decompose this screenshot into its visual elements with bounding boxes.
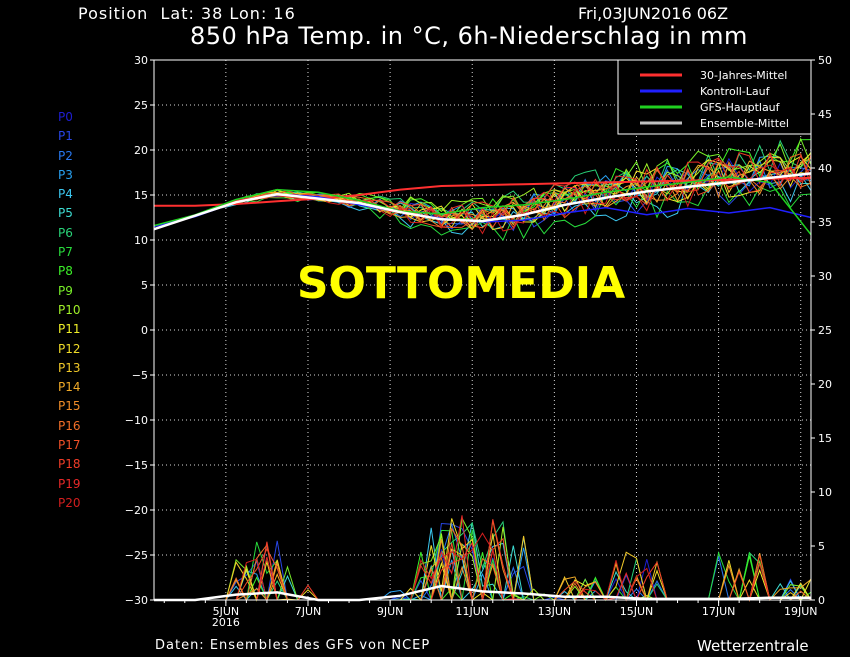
ensemble-member-label: P2 [58,148,73,163]
xtick-label: 17JUN [702,605,736,618]
ytick-label-right: 40 [818,162,832,175]
xtick-label: 9JUN [377,605,404,618]
ytick-label-right: 25 [818,324,832,337]
temperature-lines [153,137,812,602]
ytick-label-left: −10 [125,414,148,427]
ensemble-member-label: P11 [58,322,81,337]
series-line-ensemble-mittel-niederschlag [154,584,811,602]
ensemble-member-label: P17 [58,438,81,453]
ensemble-member-label: P20 [58,495,81,510]
position-readout: Position Lat: 38 Lon: 16 [78,4,296,23]
xtick-label: 13JUN [538,605,572,618]
xtick-label: 19JUN [784,605,818,618]
ensemble-member-label: P5 [58,206,73,221]
grid [154,60,811,600]
ytick-label-right: 15 [818,432,832,445]
ytick-label-left: 5 [141,279,148,292]
legend: 30-Jahres-Mittel Kontroll-Lauf GFS-Hauptla… [617,59,812,135]
axes: −30 −25 −20 −15 −10 −5 0 5 10 15 20 25 30 0 5 10 15 20 25 3… [125,54,832,629]
ensemble-member-label: P14 [58,380,81,395]
ytick-label-right: 45 [818,108,832,121]
precipitation-lines [154,515,812,602]
ensemble-member-label: P3 [58,167,73,182]
ensemble-member-label: P7 [58,245,73,260]
series-line-ensemble-mittel [153,172,812,231]
legend-label: Kontroll-Lauf [700,85,771,98]
ytick-label-right: 20 [818,378,832,391]
legend-label: Ensemble-Mittel [700,117,789,130]
ytick-label-right: 35 [818,216,832,229]
ensemble-member-label: P16 [58,418,81,433]
ytick-label-left: −20 [125,504,148,517]
series-line-gfs-hauptlauf [153,176,812,236]
brand-footer: Wetterzentrale [697,637,809,655]
ytick-label-right: 30 [818,270,832,283]
ensemble-member-label: P18 [58,457,81,472]
sottomedia-annotation: SOTTOMEDIA [297,258,625,309]
ytick-label-left: 0 [141,324,148,337]
ensemble-member-label: P13 [58,360,81,375]
ytick-label-right: 5 [818,540,825,553]
ytick-label-left: −15 [125,459,148,472]
ensemble-member-list: P0 P1 P2 P3 P4 P5 P6 P7 P8 P9 P10 P11 P12 P13 P14 P15 P1… [58,111,98,516]
ensemble-member-label: P4 [58,187,73,202]
ytick-label-right: 10 [818,486,832,499]
ensemble-member-label: P19 [58,476,81,491]
ytick-label-left: 30 [134,54,148,67]
ytick-label-left: 25 [134,99,148,112]
ytick-label-left: 20 [134,144,148,157]
ensemble-member-label: P8 [58,264,73,279]
chart-title: 850 hPa Temp. in °C, 6h-Niederschlag in … [190,22,748,50]
ytick-label-left: 15 [134,189,148,202]
ytick-label-left: −30 [125,594,148,607]
data-source-footer: Daten: Ensembles des GFS von NCEP [155,638,431,653]
legend-label: 30-Jahres-Mittel [700,69,787,82]
member-temp-line-p17 [153,154,812,230]
ytick-label-right: 0 [818,594,825,607]
run-timestamp: Fri,03JUN2016 06Z [578,4,729,23]
legend-label: GFS-Hauptlauf [700,101,781,114]
ensemble-member-label: P1 [58,129,73,144]
xtick-label: 15JUN [620,605,654,618]
ensemble-member-label: P12 [58,341,81,356]
ytick-label-right: 50 [818,54,832,67]
xtick-label: 11JUN [455,605,489,618]
ensemble-member-label: P10 [58,302,81,317]
ensemble-member-label: P0 [58,110,73,124]
ensemble-member-label: P9 [58,283,73,298]
ensemble-member-label: P6 [58,225,73,240]
ytick-label-left: −5 [132,369,148,382]
xtick-label: 7JUN [295,605,322,618]
ensemble-member-label: P15 [58,399,81,414]
xtick-year-label: 2016 [212,616,240,629]
ytick-label-left: −25 [125,549,148,562]
ytick-label-left: 10 [134,234,148,247]
xtick-label: 5JUN [213,605,240,618]
